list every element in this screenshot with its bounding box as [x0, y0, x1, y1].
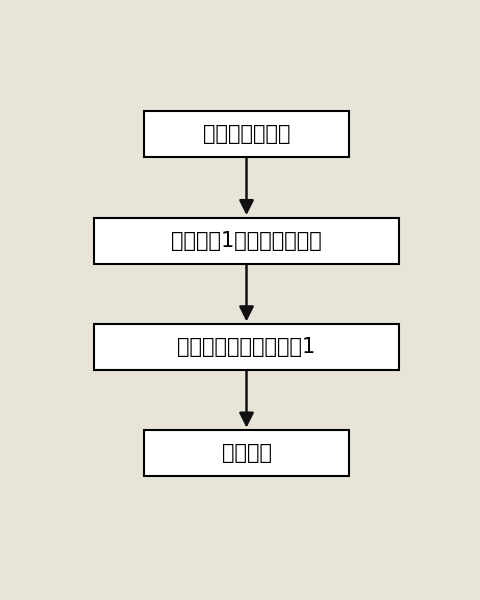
Bar	[94, 324, 398, 370]
Text: 几个软件时间定时器加1: 几个软件时间定时器加1	[177, 337, 315, 357]
Bar	[94, 218, 398, 264]
Bar	[144, 430, 348, 476]
Bar	[144, 111, 348, 157]
Text: 定时器中断入口: 定时器中断入口	[203, 124, 289, 145]
Text: 中断返回: 中断返回	[221, 443, 271, 463]
Text: 关定时器1：设置时间常数: 关定时器1：设置时间常数	[171, 230, 321, 251]
